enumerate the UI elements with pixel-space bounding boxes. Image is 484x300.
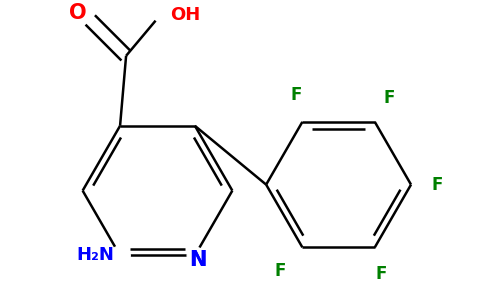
Text: N: N (189, 250, 206, 270)
Text: F: F (384, 89, 395, 107)
Text: F: F (275, 262, 287, 280)
Text: F: F (375, 265, 387, 283)
Text: O: O (69, 3, 87, 23)
Text: H₂N: H₂N (76, 247, 114, 265)
Text: N: N (189, 250, 206, 270)
Text: F: F (290, 86, 302, 104)
Text: F: F (432, 176, 443, 194)
Text: OH: OH (170, 6, 200, 24)
